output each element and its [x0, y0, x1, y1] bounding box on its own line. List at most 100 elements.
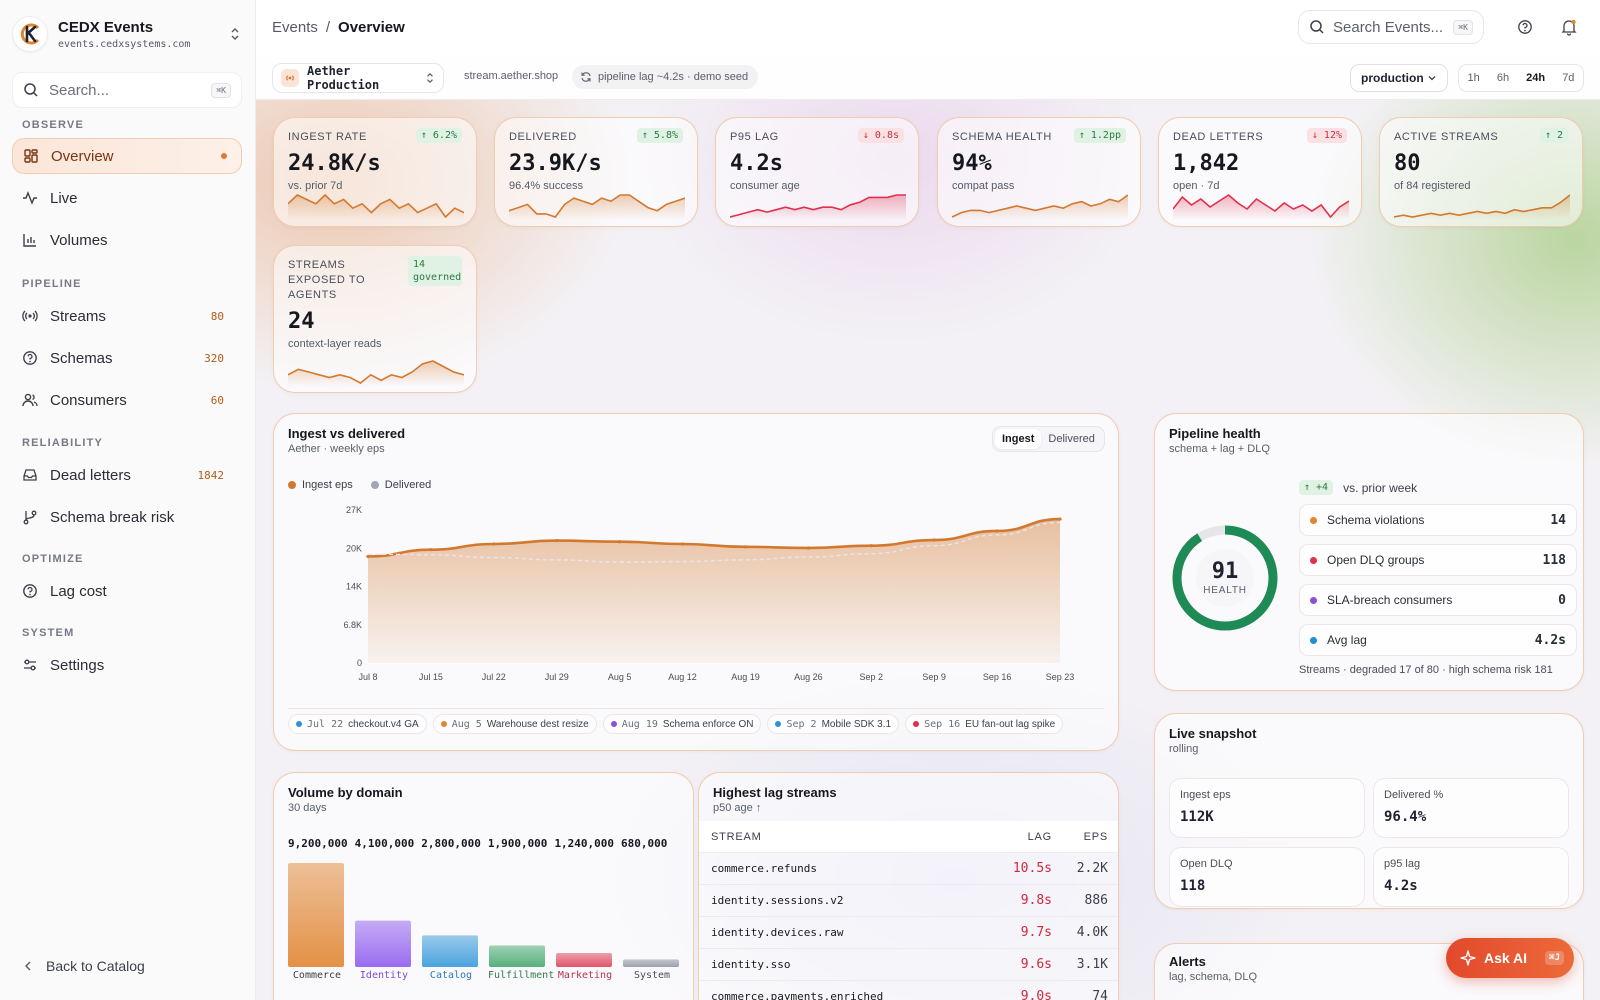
- broadcast-icon: [281, 69, 299, 87]
- kpi-sparkline: [730, 194, 906, 220]
- snapshot-tile-open-dlq[interactable]: Open DLQ 118: [1169, 847, 1365, 907]
- breadcrumb-events[interactable]: Events: [272, 19, 318, 36]
- sparkline-line: [509, 194, 685, 218]
- volume-bar-identity[interactable]: [355, 920, 411, 967]
- sidebar-item-settings[interactable]: Settings: [12, 647, 242, 683]
- breadcrumb: Events / Overview: [272, 19, 405, 36]
- sidebar-item-streams[interactable]: Streams 80: [12, 298, 242, 334]
- table-row[interactable]: identity.sessions.v2 9.8s 886: [699, 885, 1118, 917]
- snapshot-tile-ingest-eps[interactable]: Ingest eps 112K: [1169, 778, 1365, 838]
- sidebar-item-overview[interactable]: Overview: [12, 138, 242, 174]
- grid-icon: [24, 149, 38, 163]
- snapshot-tile-delivered-pct[interactable]: Delivered % 96.4%: [1373, 778, 1569, 838]
- top-search-input[interactable]: Search Events... ⌘K: [1298, 10, 1484, 44]
- y-tick-label: 27K: [346, 505, 362, 515]
- sidebar-item-consumers[interactable]: Consumers 60: [12, 382, 242, 418]
- kpi-card-active-streams[interactable]: ACTIVE STREAMS ↑ 2 80 of 84 registered: [1379, 117, 1583, 227]
- data-point-ingest[interactable]: [806, 546, 810, 550]
- stream-lag: 9.7s: [1020, 925, 1052, 940]
- health-row-open-dlq-groups[interactable]: Open DLQ groups 118: [1299, 544, 1577, 576]
- sidebar-item-schema-break-risk[interactable]: Schema break risk: [12, 499, 242, 535]
- section-label-reliability: RELIABILITY: [22, 437, 104, 449]
- sidebar-item-lag-cost[interactable]: Lag cost: [12, 573, 242, 609]
- kpi-card-dead-letters[interactable]: DEAD LETTERS ↓ 12% 1,842 open · 7d: [1158, 117, 1362, 227]
- stream-name: commerce.refunds: [711, 862, 817, 875]
- sidebar-item-volumes[interactable]: Volumes: [12, 222, 242, 258]
- bar-chart-icon: [23, 234, 36, 247]
- data-point-ingest[interactable]: [743, 545, 748, 549]
- broadcast-icon: [22, 310, 38, 322]
- health-row-sla-breach-consumers[interactable]: SLA-breach consumers 0: [1299, 584, 1577, 616]
- sidebar-item-dead-letters[interactable]: Dead letters 1842: [12, 457, 242, 493]
- chevron-updown-icon[interactable]: [226, 25, 244, 43]
- volume-label-fulfillment: Fulfillment: [488, 970, 555, 981]
- data-point-ingest[interactable]: [995, 529, 999, 533]
- data-point-ingest[interactable]: [555, 539, 559, 543]
- data-point-ingest[interactable]: [366, 554, 370, 559]
- sparkle-icon: [1460, 950, 1476, 966]
- kpi-card-ingest-rate[interactable]: INGEST RATE ↑ 6.2% 24.8K/s vs. prior 7d: [273, 117, 477, 227]
- x-tick-label: Aug 5: [608, 672, 632, 682]
- table-row[interactable]: commerce.payments.enriched 9.0s 74: [699, 981, 1118, 1000]
- sidebar-item-schemas[interactable]: Schemas 320: [12, 340, 242, 376]
- snapshot-tile-p95-lag[interactable]: p95 lag 4.2s: [1373, 847, 1569, 907]
- back-to-catalog-link[interactable]: Back to Catalog: [22, 958, 145, 974]
- data-point-ingest[interactable]: [932, 538, 936, 542]
- table-row[interactable]: commerce.refunds 10.5s 2.2K: [699, 853, 1118, 885]
- table-row[interactable]: identity.sso 9.6s 3.1K: [699, 949, 1118, 981]
- sparkline-area: [288, 361, 464, 386]
- annotation-chip[interactable]: Sep 2 Mobile SDK 3.1: [767, 714, 900, 734]
- toggle-ingest[interactable]: Ingest: [995, 429, 1042, 449]
- panel-subtitle: p50 age ↑: [713, 802, 762, 814]
- series-toggle: Ingest Delivered: [992, 426, 1105, 452]
- column-header-lag[interactable]: LAG: [1027, 830, 1052, 843]
- sidebar-search-input[interactable]: Search... ⌘K: [12, 72, 242, 108]
- kpi-delta-badge: ↓ 12%: [1306, 128, 1347, 143]
- range-tab-6h[interactable]: 6h: [1496, 72, 1510, 84]
- volume-bar-marketing[interactable]: [556, 952, 612, 967]
- toggle-delivered[interactable]: Delivered: [1048, 433, 1095, 445]
- help-icon[interactable]: [1514, 16, 1536, 38]
- annotation-chip[interactable]: Jul 22 checkout.v4 GA: [288, 714, 427, 734]
- ask-ai-button[interactable]: Ask AI ⌘J: [1446, 938, 1574, 978]
- annotation-chip[interactable]: Aug 19 Schema enforce ON: [602, 714, 762, 734]
- annotation-dot: [440, 721, 447, 727]
- health-row-avg-lag[interactable]: Avg lag 4.2s: [1299, 624, 1577, 656]
- environment-select[interactable]: production: [1350, 64, 1448, 92]
- volume-bar-catalog[interactable]: [422, 935, 478, 967]
- stream-lag: 9.8s: [1020, 893, 1052, 908]
- annotation-chip[interactable]: Sep 16 EU fan-out lag spike: [905, 714, 1064, 734]
- data-point-ingest[interactable]: [618, 540, 622, 544]
- range-tab-7d[interactable]: 7d: [1562, 72, 1575, 84]
- data-point-ingest[interactable]: [429, 548, 433, 552]
- annotation-chip[interactable]: Aug 5 Warehouse dest resize: [432, 714, 597, 734]
- kpi-card-p95-lag[interactable]: P95 LAG ↓ 0.8s 4.2s consumer age: [715, 117, 919, 227]
- data-point-ingest[interactable]: [680, 542, 685, 546]
- legend-item-ingest[interactable]: Ingest eps: [288, 479, 353, 491]
- top-search-shortcut: ⌘K: [1453, 19, 1473, 35]
- data-point-ingest[interactable]: [1058, 517, 1062, 521]
- column-header-eps[interactable]: EPS: [1083, 830, 1108, 843]
- health-row-value: 0: [1558, 592, 1566, 608]
- sidebar-item-live[interactable]: Live: [12, 180, 242, 216]
- volume-bar-commerce[interactable]: [288, 863, 344, 967]
- column-header-stream[interactable]: STREAM: [711, 830, 762, 843]
- legend-item-delivered[interactable]: Delivered: [370, 479, 431, 491]
- data-point-ingest[interactable]: [492, 542, 496, 546]
- bell-icon[interactable]: [1558, 16, 1580, 38]
- environment-switcher[interactable]: Aether Production: [272, 63, 444, 93]
- volume-bar-system[interactable]: [623, 959, 679, 967]
- brand-switcher[interactable]: CEDX Events events.cedxsystems.com: [12, 12, 244, 56]
- kpi-card-delivered[interactable]: DELIVERED ↑ 5.8% 23.9K/s 96.4% success: [494, 117, 698, 227]
- stream-eps: 886: [1084, 893, 1108, 908]
- kpi-card-streams-exposed-to-agents[interactable]: STREAMS EXPOSED TO AGENTS 14 governed 24…: [273, 245, 477, 393]
- panel-title: Volume by domain: [288, 785, 403, 800]
- health-row-schema-violations[interactable]: Schema violations 14: [1299, 504, 1577, 536]
- range-tab-24h[interactable]: 24h: [1526, 72, 1546, 84]
- kpi-card-schema-health[interactable]: SCHEMA HEALTH ↑ 1.2pp 94% compat pass: [937, 117, 1141, 227]
- annotation-date: Sep 16: [924, 718, 961, 730]
- table-row[interactable]: identity.devices.raw 9.7s 4.0K: [699, 917, 1118, 949]
- range-tab-1h[interactable]: 1h: [1467, 72, 1480, 84]
- data-point-ingest[interactable]: [869, 544, 873, 548]
- volume-bar-fulfillment[interactable]: [489, 945, 545, 967]
